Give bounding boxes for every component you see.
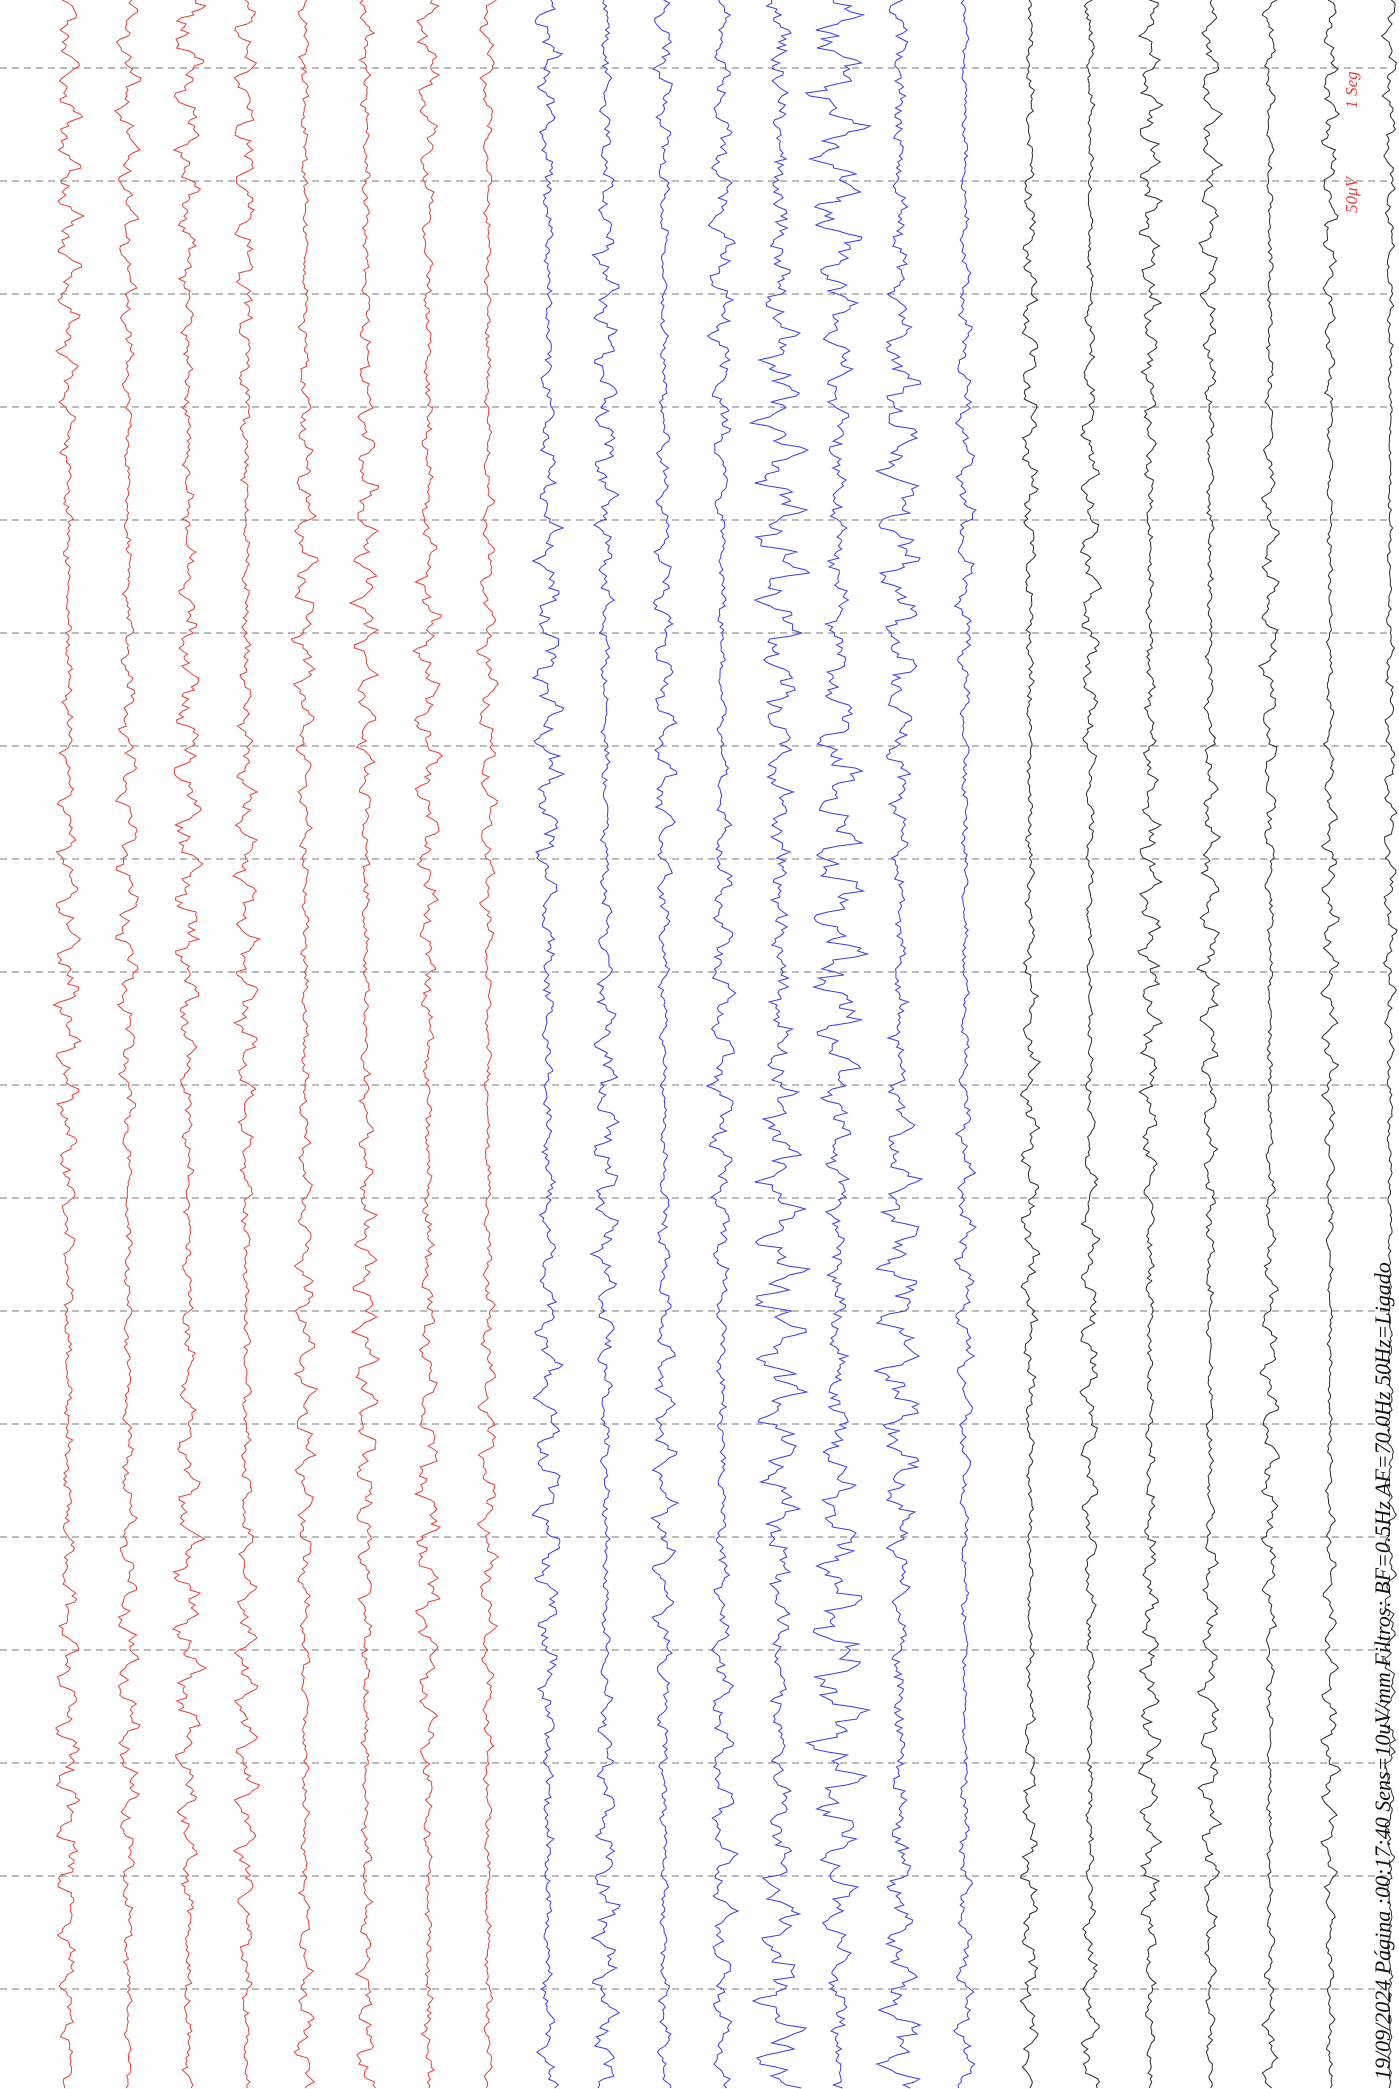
eeg-channel-trace bbox=[1079, 0, 1103, 2089]
eeg-channel-trace bbox=[531, 0, 566, 2089]
eeg-channel-trace bbox=[1257, 0, 1280, 2089]
time-grid bbox=[0, 67, 1390, 1990]
eeg-channel-trace bbox=[52, 0, 85, 2089]
eeg-channel-trace bbox=[232, 0, 262, 2089]
eeg-channel-traces bbox=[52, 0, 1398, 2089]
eeg-channel-trace bbox=[1019, 0, 1042, 2089]
eeg-channel-trace bbox=[475, 0, 500, 2089]
eeg-channel-trace bbox=[113, 0, 142, 2089]
eeg-channel-trace bbox=[1380, 0, 1398, 2089]
eeg-channel-trace bbox=[748, 0, 811, 2089]
time-scale-label: 1 Seg bbox=[1342, 71, 1361, 108]
eeg-channel-trace bbox=[953, 0, 977, 2089]
eeg-channel-trace bbox=[1196, 0, 1224, 2089]
eeg-channel-trace bbox=[290, 0, 319, 2089]
eeg-channel-trace bbox=[705, 0, 740, 2089]
footer-info: 19/09/2024 Página :00:17:40 Sens=10uV/mm… bbox=[1370, 1262, 1395, 2080]
eeg-channel-trace bbox=[172, 0, 208, 2089]
eeg-channel-trace bbox=[1320, 0, 1342, 2089]
eeg-channel-trace bbox=[873, 0, 924, 2089]
eeg-channel-trace bbox=[804, 0, 873, 2089]
eeg-channel-trace bbox=[650, 0, 680, 2089]
eeg-channel-trace bbox=[589, 0, 621, 2089]
eeg-channel-trace bbox=[348, 0, 381, 2089]
amplitude-scale-label: 50μV bbox=[1342, 174, 1361, 213]
eeg-channel-trace bbox=[412, 0, 443, 2089]
eeg-channel-trace bbox=[1137, 0, 1164, 2089]
